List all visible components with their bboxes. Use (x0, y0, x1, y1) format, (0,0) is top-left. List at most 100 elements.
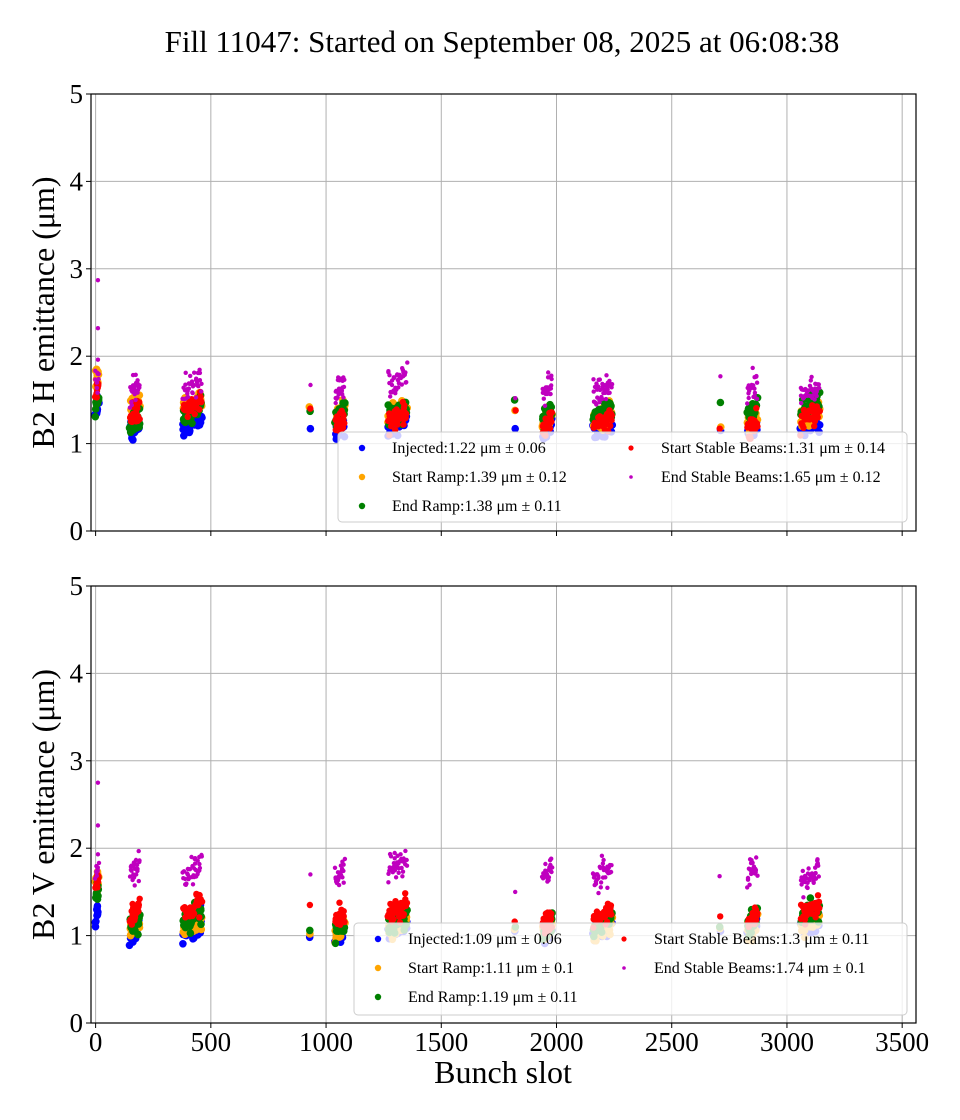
y-tick-label: 4 (70, 166, 84, 196)
legend-label: Start Stable Beams:1.31 μm ± 0.14 (661, 440, 885, 457)
x-tick-label: 3000 (760, 1027, 814, 1057)
data-point-end-stable-beams (342, 377, 347, 382)
legend-marker-start-stable-beams (628, 445, 634, 451)
data-point-end-ramp (91, 412, 100, 421)
data-point-end-stable-beams (197, 861, 202, 867)
data-point-end-stable-beams (816, 874, 821, 879)
x-tick-label: 500 (191, 1027, 232, 1057)
data-point-end-stable-beams (95, 865, 101, 870)
legend-marker-end-ramp (358, 502, 366, 510)
data-point-end-ramp (186, 929, 195, 937)
y-axis-label: B2 H emittance (μm) (25, 176, 61, 448)
data-point-end-stable-beams (396, 870, 401, 875)
data-point-end-stable-beams (591, 377, 596, 382)
data-point-start-stable-beams (340, 412, 347, 419)
data-point-end-stable-beams (812, 397, 817, 402)
panel-b2-v: 0 1 2 3 4 5 0 500 1000 1500 2000 2500 3000 3500 B2 V e… (25, 571, 929, 1057)
data-points (91, 277, 824, 444)
data-point-end-stable-beams (549, 856, 554, 861)
data-point-start-stable-beams (341, 420, 348, 427)
data-point-end-stable-beams (136, 878, 141, 884)
data-point-end-stable-beams (607, 378, 612, 384)
data-point-end-stable-beams (393, 391, 398, 396)
data-point-end-stable-beams (753, 869, 758, 875)
data-point-end-stable-beams (513, 396, 518, 401)
data-point-start-stable-beams (607, 422, 614, 429)
data-point-end-stable-beams (95, 277, 101, 283)
data-point-end-ramp (806, 894, 815, 902)
data-point-end-stable-beams (192, 861, 198, 866)
data-point-start-stable-beams (548, 910, 555, 917)
data-point-end-ramp (134, 930, 142, 939)
data-point-end-stable-beams (387, 373, 392, 378)
data-point-start-stable-beams (135, 903, 142, 910)
data-point-injected (511, 424, 519, 433)
data-point-end-stable-beams (405, 360, 410, 365)
data-point-end-stable-beams (186, 386, 192, 391)
data-point-end-stable-beams (549, 869, 554, 875)
data-point-end-stable-beams (747, 882, 752, 887)
data-point-end-stable-beams (600, 861, 606, 866)
data-point-injected (815, 421, 824, 429)
data-point-end-stable-beams (187, 867, 193, 872)
data-point-end-stable-beams (341, 384, 347, 390)
data-point-end-stable-beams (750, 860, 755, 865)
data-point-end-stable-beams (597, 377, 602, 382)
data-point-injected (306, 424, 315, 433)
data-point-end-stable-beams (799, 400, 804, 406)
legend-label: End Ramp:1.19 μm ± 0.11 (408, 989, 578, 1006)
data-point-end-stable-beams (815, 857, 820, 862)
data-point-end-stable-beams (609, 863, 614, 868)
x-tick-label: 3500 (875, 1027, 929, 1057)
data-point-end-stable-beams (404, 863, 410, 868)
data-point-end-stable-beams (393, 875, 399, 880)
y-tick-label: 1 (70, 429, 84, 459)
y-tick-label: 5 (70, 79, 84, 109)
data-point-start-stable-beams (198, 398, 205, 405)
data-point-end-stable-beams (332, 865, 338, 870)
data-point-end-stable-beams (133, 857, 139, 863)
data-point-injected (92, 917, 100, 926)
data-point-start-stable-beams (607, 902, 615, 909)
data-point-end-stable-beams (549, 376, 554, 382)
data-point-end-stable-beams (129, 868, 134, 873)
data-point-end-stable-beams (133, 372, 138, 377)
data-point-start-stable-beams (754, 909, 761, 917)
data-point-end-stable-beams (609, 382, 615, 387)
legend-label: End Stable Beams:1.65 μm ± 0.12 (661, 469, 881, 486)
data-point-end-stable-beams (181, 869, 187, 874)
data-point-end-stable-beams (135, 378, 140, 383)
data-point-end-stable-beams (398, 852, 403, 857)
data-point-end-stable-beams (132, 883, 137, 888)
data-point-end-stable-beams (386, 369, 391, 374)
legend-marker-end-ramp (374, 993, 382, 1001)
data-point-end-ramp (197, 906, 205, 914)
data-point-end-stable-beams (805, 388, 811, 393)
data-point-end-stable-beams (136, 848, 141, 854)
data-point-end-stable-beams (549, 373, 554, 378)
y-tick-label: 1 (70, 921, 84, 951)
data-point-end-stable-beams (191, 383, 196, 388)
data-point-end-stable-beams (392, 856, 397, 861)
y-tick-label: 4 (70, 658, 84, 688)
data-point-start-stable-beams (136, 895, 143, 902)
data-point-end-stable-beams (95, 823, 101, 828)
legend-marker-start-stable-beams (621, 936, 627, 942)
data-point-injected (94, 908, 102, 916)
data-point-end-stable-beams (188, 373, 193, 379)
legend: Injected:1.09 μm ± 0.06 Start Ramp:1.11 μ… (353, 922, 908, 1016)
data-point-start-stable-beams (340, 913, 347, 920)
data-point-end-stable-beams (183, 370, 188, 375)
legend-marker-end-stable-beams (629, 475, 633, 479)
data-point-end-ramp (188, 419, 196, 428)
data-point-end-stable-beams (607, 390, 612, 395)
data-point-end-stable-beams (403, 370, 408, 375)
data-point-end-stable-beams (134, 872, 139, 877)
data-point-end-stable-beams (806, 866, 811, 871)
data-point-end-stable-beams (596, 875, 601, 881)
data-point-end-stable-beams (546, 878, 551, 883)
data-point-end-stable-beams (95, 868, 100, 874)
data-point-end-stable-beams (336, 882, 342, 888)
data-point-end-stable-beams (550, 865, 555, 870)
axes-frame (90, 585, 917, 1024)
